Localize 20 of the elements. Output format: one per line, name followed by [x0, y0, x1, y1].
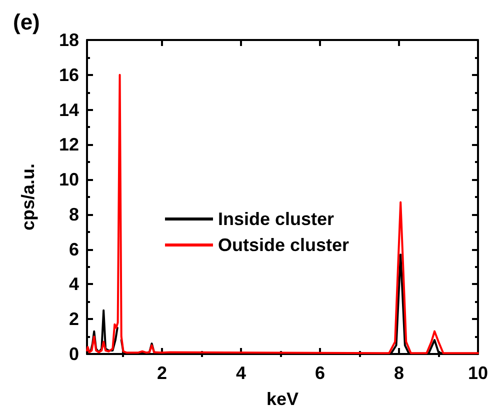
x-tick-label: 6 [315, 363, 326, 383]
x-tick-label: 10 [468, 363, 488, 383]
y-tick-label: 12 [58, 134, 79, 155]
y-tick-label: 2 [68, 309, 79, 330]
x-tick-label: 8 [394, 363, 404, 383]
legend-label: Inside cluster [218, 209, 334, 229]
x-tick-label: 4 [236, 363, 246, 383]
chart-title: (e) [13, 10, 40, 34]
y-tick-label: 8 [68, 204, 79, 224]
y-tick-label: 10 [58, 170, 79, 190]
y-tick-label: 6 [68, 239, 79, 260]
y-tick-label: 18 [58, 30, 79, 50]
x-tick-label: 2 [157, 363, 168, 383]
y-tick-label: 16 [58, 64, 79, 85]
x-axis-title: keV [266, 389, 299, 409]
y-tick-label: 14 [58, 100, 79, 120]
legend-label: Outside cluster [218, 235, 350, 255]
y-tick-label: 4 [68, 274, 79, 294]
y-axis-title: cps/a.u. [18, 163, 38, 231]
y-tick-label: 0 [68, 344, 79, 364]
